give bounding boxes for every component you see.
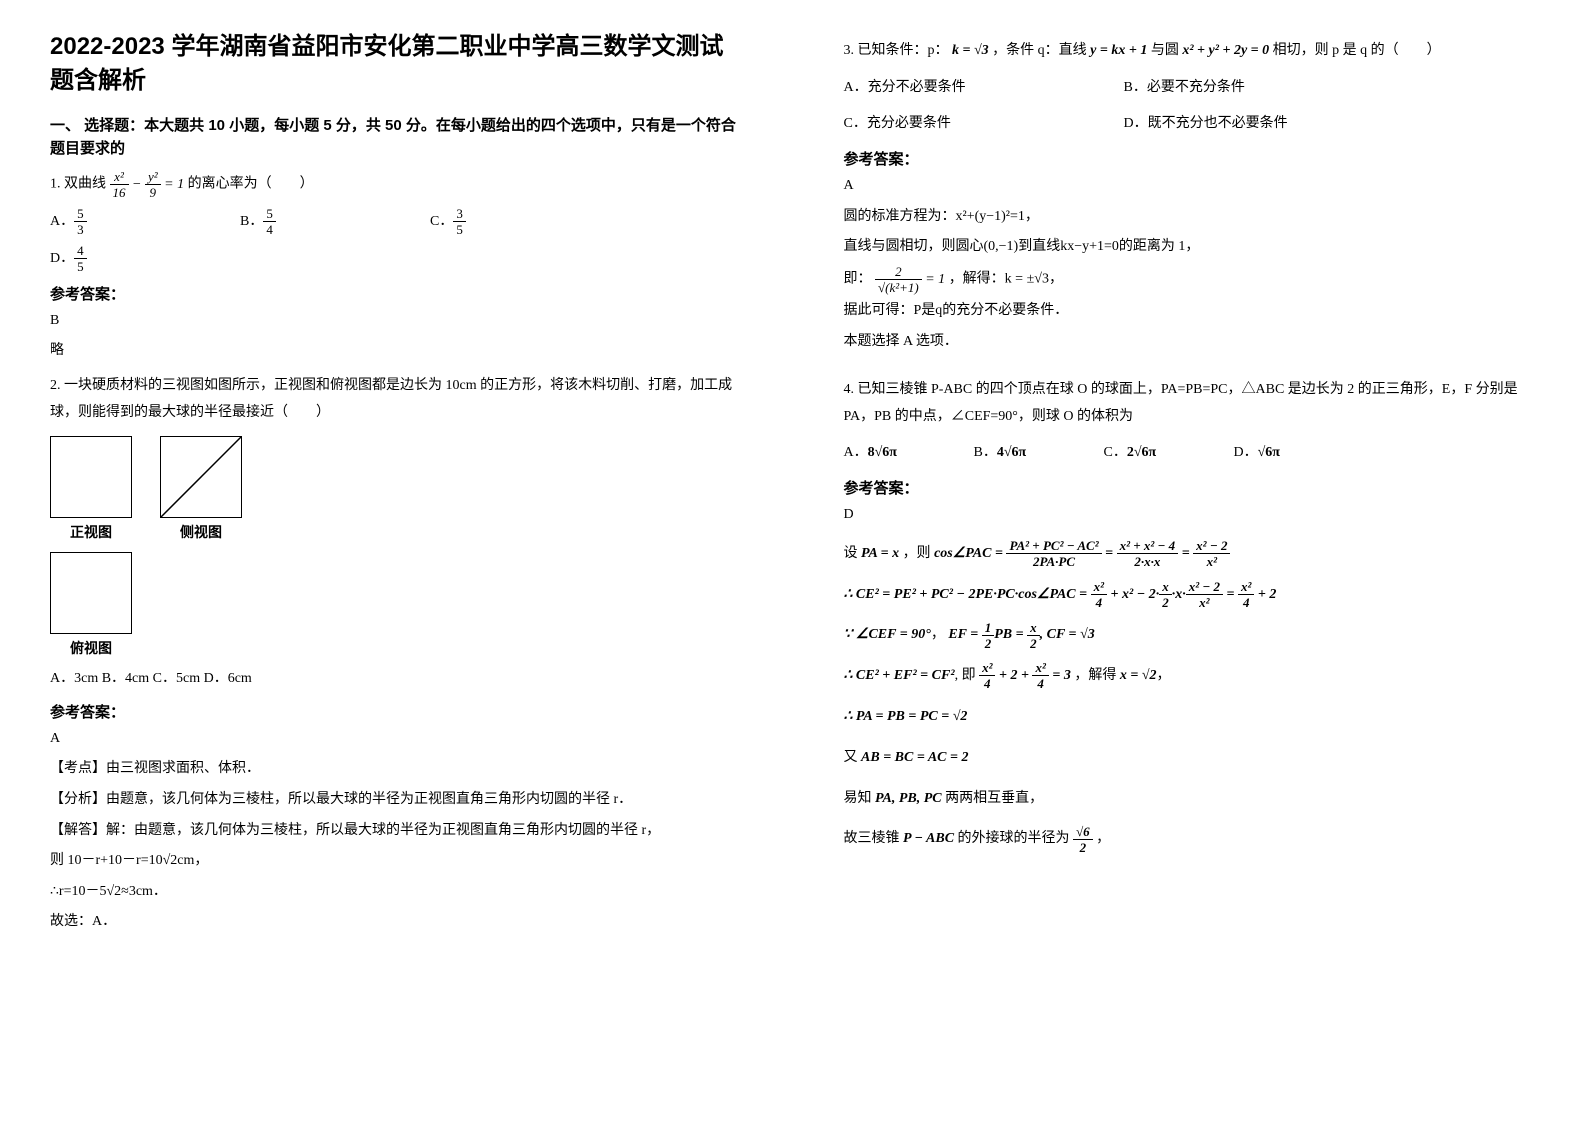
q3-e3-frac: 2√(k²+1) = 1 [875, 272, 949, 287]
q4-opt-b: B．4√6π [974, 438, 1084, 469]
question-1: 1. 双曲线 x²16 − y²9 = 1 的离心率为（ ） [50, 170, 744, 199]
q4-ab-bc-ac: AB = BC = AC = 2 [861, 750, 969, 765]
q3-d: 相切，则 p 是 q 的（ ） [1273, 43, 1441, 58]
q4-line6: 又 AB = BC = AC = 2 [844, 743, 1538, 774]
q3-e3: 即： 2√(k²+1) = 1 ，解得：k = ±√3， [844, 265, 1538, 294]
q3-options-row1: A．充分不必要条件 B．必要不充分条件 [844, 73, 1538, 104]
three-views-row2: 俯视图 [50, 552, 744, 658]
front-view-label: 正视图 [50, 522, 132, 542]
q2-exp5: ∴r=10－5√2≈3cm． [50, 879, 744, 906]
q3-opt-a: A．充分不必要条件 [844, 73, 1104, 104]
q1-options-row2: D．45 [50, 244, 744, 275]
q3-e5: 本题选择 A 选项． [844, 329, 1538, 356]
q2-exp6: 故选：A． [50, 909, 744, 936]
section-1-head: 一、 选择题：本大题共 10 小题，每小题 5 分，共 50 分。在每小题给出的… [50, 115, 744, 160]
q4-opt-d: D．√6π [1234, 438, 1344, 469]
q4-opt-a: A．8√6π [844, 438, 954, 469]
q4-line1: 设 PA = x ，则 cos∠PAC = PA² + PC² − AC²2PA… [844, 539, 1538, 570]
q4-solve-x: x²4 + 2 + x²4 = 3 [979, 668, 1074, 683]
q3-a: 3. 已知条件：p： [844, 43, 949, 58]
q4-line3: ∵ ∠CEF = 90°， EF = 12PB = x2, CF = √3 [844, 620, 1538, 651]
q1-answer-label: 参考答案： [50, 283, 744, 304]
q2-options: A．3cm B．4cm C．5cm D．6cm [50, 666, 744, 693]
q2-exp2: 【分析】由题意，该几何体为三棱柱，所以最大球的半径为正视图直角三角形内切圆的半径… [50, 787, 744, 814]
q1-suffix: 的离心率为（ ） [188, 177, 314, 192]
q3-opt-d: D．既不充分也不必要条件 [1124, 109, 1294, 140]
q3-formula-circle: x² + y² + 2y = 0 [1182, 43, 1269, 58]
q3-formula-k: k = √3 [952, 43, 989, 58]
q4-line8: 故三棱锥 P − ABC 的外接球的半径为 √62 ， [844, 824, 1538, 855]
q4-answer-label: 参考答案： [844, 477, 1538, 498]
q3-e4: 据此可得：P是q的充分不必要条件． [844, 298, 1538, 325]
q4-perp: PA, PB, PC [875, 791, 942, 806]
q4-line2: ∴ CE² = PE² + PC² − 2PE·PC·cos∠PAC = x²4… [844, 580, 1538, 611]
side-view-label: 侧视图 [160, 522, 242, 542]
q4-ce2: ∴ CE² = PE² + PC² − 2PE·PC·cos∠PAC = x²4… [844, 587, 1277, 602]
q1-prefix: 1. 双曲线 [50, 177, 106, 192]
q1-answer: B [50, 308, 744, 335]
three-views-row1: 正视图 侧视图 [50, 436, 744, 542]
q2-answer: A [50, 726, 744, 753]
front-view: 正视图 [50, 436, 132, 542]
q3-formula-line: y = kx + 1 [1090, 43, 1147, 58]
q2-exp1: 【考点】由三视图求面积、体积． [50, 756, 744, 783]
q3-opt-b: B．必要不充分条件 [1124, 73, 1294, 104]
front-view-box [50, 436, 132, 518]
paper-title: 2022-2023 学年湖南省益阳市安化第二职业中学高三数学文测试题含解析 [50, 30, 744, 97]
q1-formula: x²16 − y²9 = 1 [110, 177, 188, 192]
q4-line7: 易知 PA, PB, PC 两两相互垂直， [844, 784, 1538, 815]
q4-pa-pb-pc: ∴ PA = PB = PC = √2 [844, 709, 968, 724]
top-view-label: 俯视图 [50, 638, 132, 658]
q1-opt-c: C．35 [430, 207, 600, 238]
q1-opt-b: B．54 [240, 207, 410, 238]
q1-options: A．53 B．54 C．35 [50, 207, 744, 238]
q4-cos-pac: cos∠PAC = PA² + PC² − AC²2PA·PC = x² + x… [934, 546, 1230, 561]
q4-pabc: P − ABC [903, 831, 954, 846]
q4-line4: ∴ CE² + EF² = CF², 即 x²4 + 2 + x²4 = 3 ，… [844, 661, 1538, 692]
q4-ef-cf: EF = 12PB = x2, CF = √3 [948, 627, 1094, 642]
q3-answer: A [844, 173, 1538, 200]
q3-c: 与圆 [1151, 43, 1179, 58]
q4-x-val: x = √2 [1120, 668, 1157, 683]
q3-e2: 直线与圆相切，则圆心(0,−1)到直线kx−y+1=0的距离为 1， [844, 234, 1538, 261]
q4-pyth: ∴ CE² + EF² = CF² [844, 668, 955, 683]
side-view-box [160, 436, 242, 518]
question-3: 3. 已知条件：p： k = √3 ，条件 q：直线 y = kx + 1 与圆… [844, 38, 1538, 65]
question-4: 4. 已知三棱锥 P-ABC 的四个顶点在球 O 的球面上，PA=PB=PC，△… [844, 377, 1538, 430]
q3-opt-c: C．充分必要条件 [844, 109, 1104, 140]
question-2: 2. 一块硬质材料的三视图如图所示，正视图和俯视图都是边长为 10cm 的正方形… [50, 373, 744, 426]
q4-answer: D [844, 502, 1538, 529]
top-view: 俯视图 [50, 552, 132, 658]
q1-opt-a: A．53 [50, 207, 220, 238]
q2-exp3: 【解答】解：由题意，该几何体为三棱柱，所以最大球的半径为正视图直角三角形内切圆的… [50, 818, 744, 845]
q4-line5: ∴ PA = PB = PC = √2 [844, 702, 1538, 733]
q4-options: A．8√6π B．4√6π C．2√6π D．√6π [844, 438, 1538, 469]
q2-answer-label: 参考答案： [50, 701, 744, 722]
q3-options-row2: C．充分必要条件 D．既不充分也不必要条件 [844, 109, 1538, 140]
right-column: 3. 已知条件：p： k = √3 ，条件 q：直线 y = kx + 1 与圆… [794, 0, 1587, 1122]
q4-opt-c: C．2√6π [1104, 438, 1214, 469]
q4-cef90: ∵ ∠CEF = 90° [844, 627, 931, 642]
q3-b: ，条件 q：直线 [992, 43, 1087, 58]
q1-opt-d: D．45 [50, 244, 220, 275]
q4-radius: √62 [1073, 831, 1093, 846]
q4-pa-eq-x: PA = x [861, 546, 899, 561]
q2-exp4: 则 10－r+10－r=10√2cm， [50, 848, 744, 875]
top-view-box [50, 552, 132, 634]
side-view-diagonal [159, 435, 243, 519]
q3-e1: 圆的标准方程为：x²+(y−1)²=1， [844, 204, 1538, 231]
q3-answer-label: 参考答案： [844, 148, 1538, 169]
q1-note: 略 [50, 338, 744, 365]
side-view: 侧视图 [160, 436, 242, 542]
left-column: 2022-2023 学年湖南省益阳市安化第二职业中学高三数学文测试题含解析 一、… [0, 0, 794, 1122]
